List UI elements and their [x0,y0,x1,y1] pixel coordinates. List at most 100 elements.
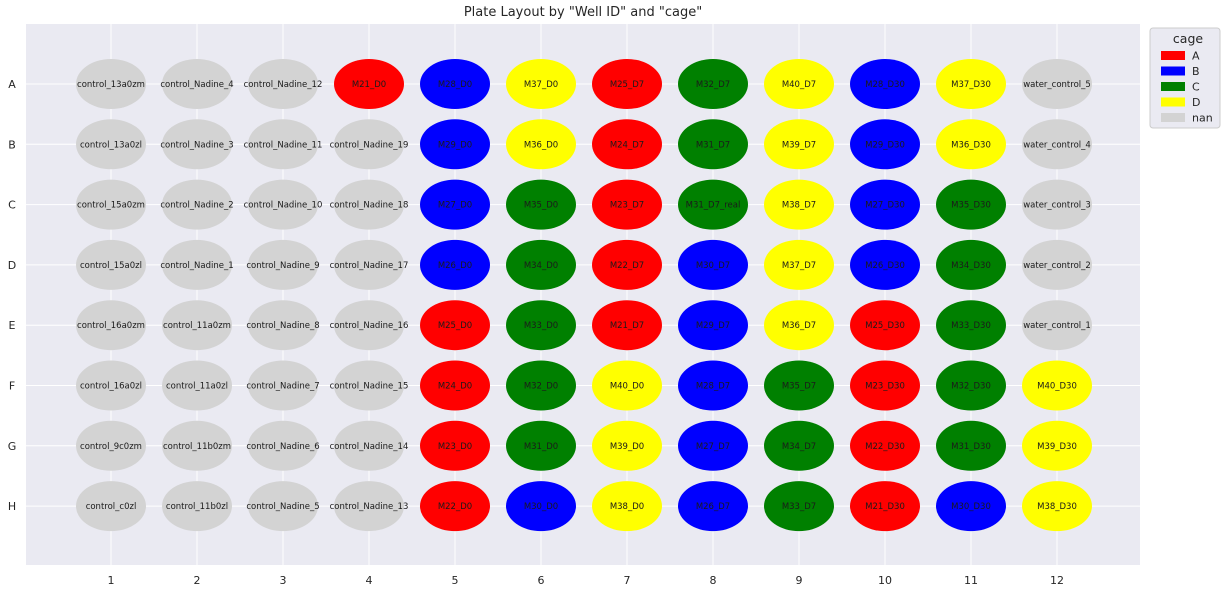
well-marker [936,481,1006,532]
well: M37_D30 [936,59,1006,109]
well: M37_D0 [506,59,576,109]
legend-swatch [1161,51,1185,60]
well-marker [764,179,834,230]
well-marker [420,179,490,230]
well-label: M22_D30 [865,442,905,452]
well-marker [76,300,146,351]
legend-label: A [1192,50,1200,63]
well-label: control_Nadine_10 [244,201,323,211]
well-label: M37_D0 [524,80,558,90]
well-marker [248,300,318,351]
well-marker [936,420,1006,471]
well-label: M36_D30 [951,140,991,150]
well: control_Nadine_5 [246,481,320,532]
well-label: control_Nadine_5 [246,502,319,512]
well: control_9c0zm [76,420,146,471]
x-tick-label: 8 [710,574,717,587]
y-tick-label: C [8,199,16,212]
x-tick-label: 5 [452,574,459,587]
well-label: M39_D7 [782,140,816,150]
well-label: control_Nadine_2 [160,201,233,211]
well-label: M38_D30 [1037,502,1077,512]
well-marker [248,239,318,290]
x-tick-label: 10 [878,574,892,587]
well-marker [850,481,920,532]
well-marker [678,179,748,230]
well-marker [506,119,576,170]
well: M39_D7 [764,119,834,170]
well-marker [936,119,1006,170]
well-label: control_13a0zm [77,80,145,90]
well-marker [506,360,576,411]
well-label: M34_D0 [524,261,558,271]
well: control_15a0zm [76,179,146,230]
well-label: control_Nadine_3 [160,140,233,150]
well-label: control_11a0zm [163,321,231,331]
well: control_13a0zm [76,59,146,109]
well-label: control_Nadine_19 [330,140,409,150]
well-label: M38_D7 [782,201,816,211]
well-marker [506,420,576,471]
well-marker [248,420,318,471]
well-marker [76,179,146,230]
well-label: M37_D30 [951,80,991,90]
well-marker [936,360,1006,411]
well-marker [162,300,232,351]
well-label: control_Nadine_18 [330,201,409,211]
well: M40_D7 [764,59,834,109]
well-marker [248,119,318,170]
well-label: M35_D0 [524,201,558,211]
well-label: M32_D7 [696,80,730,90]
well-label: M22_D7 [610,261,644,271]
well: M22_D30 [850,420,920,471]
y-tick-label: E [9,319,16,332]
well: water_control_4 [1022,119,1092,170]
well: M23_D7 [592,179,662,230]
well: M26_D7 [678,481,748,532]
well-marker [1022,360,1092,411]
well-label: M33_D0 [524,321,558,331]
well: M22_D7 [592,239,662,290]
well-label: M27_D7 [696,442,730,452]
legend-label: C [1192,81,1200,94]
well-marker [592,300,662,351]
well: M31_D30 [936,420,1006,471]
well-marker [764,300,834,351]
well: M21_D7 [592,300,662,351]
well: M26_D30 [850,239,920,290]
well: M35_D0 [506,179,576,230]
well-marker [334,360,404,411]
well-marker [76,119,146,170]
well: M33_D7 [764,481,834,532]
well-marker [764,360,834,411]
well-marker [334,239,404,290]
well: M24_D0 [420,360,490,411]
well-label: M40_D0 [610,382,644,392]
well-marker [592,119,662,170]
well: control_Nadine_17 [330,239,408,290]
well-marker [850,179,920,230]
well-marker [76,239,146,290]
well-marker [936,239,1006,290]
well-label: control_Nadine_13 [330,502,409,512]
legend-swatch [1161,82,1185,91]
well-label: M39_D30 [1037,442,1077,452]
well-label: M25_D30 [865,321,905,331]
well-label: M26_D7 [696,502,730,512]
well-label: control_9c0zm [80,442,142,452]
well-marker [420,481,490,532]
well: M27_D7 [678,420,748,471]
well-label: M24_D0 [438,382,472,392]
well: water_control_5 [1022,59,1092,109]
well-label: M24_D7 [610,140,644,150]
well-marker [936,59,1006,109]
y-tick-label: A [8,78,16,91]
well: control_11b0zm [162,420,232,471]
well-marker [1022,119,1092,170]
well: control_11a0zl [162,360,232,411]
well-label: M33_D30 [951,321,991,331]
well-marker [764,420,834,471]
well-label: M36_D7 [782,321,816,331]
well-marker [850,360,920,411]
well: M30_D7 [678,239,748,290]
